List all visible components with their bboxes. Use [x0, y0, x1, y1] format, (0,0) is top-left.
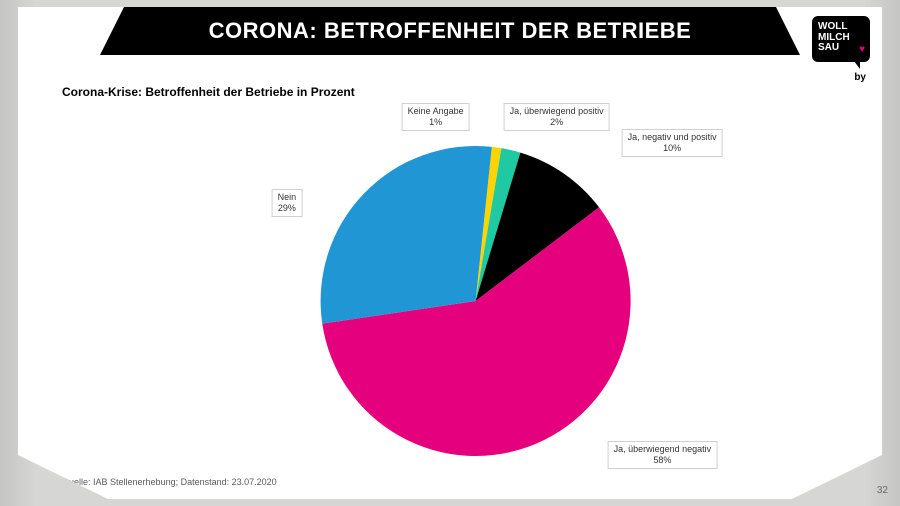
slice-label-pct: 29%	[278, 203, 297, 214]
logo-bubble: WOLL MILCH SAU ♥	[812, 16, 870, 62]
slice-label-pct: 10%	[628, 143, 717, 154]
slice-label: Ja, überwiegend negativ58%	[608, 441, 718, 469]
brand-logo: WOLL MILCH SAU ♥ by	[812, 16, 870, 83]
title-text: CORONA: BETROFFENHEIT DER BETRIEBE	[209, 18, 692, 44]
heart-icon: ♥	[859, 45, 865, 56]
pie-svg	[156, 103, 796, 473]
pie-chart: Keine Angabe1%Ja, überwiegend positiv2%J…	[156, 103, 796, 473]
slice-label-pct: 58%	[614, 455, 712, 466]
slice-label: Nein29%	[272, 189, 303, 217]
logo-line1: WOLL	[818, 22, 864, 33]
slice-label-text: Ja, überwiegend negativ	[614, 444, 712, 455]
logo-by-label: by	[812, 72, 870, 83]
slice-label-pct: 1%	[408, 117, 464, 128]
slice-label-text: Keine Angabe	[408, 106, 464, 117]
slice-label-text: Ja, negativ und positiv	[628, 132, 717, 143]
slice-label-text: Ja, überwiegend positiv	[510, 106, 604, 117]
pie-slice	[321, 146, 492, 324]
source-caption: Quelle: IAB Stellenerhebung; Datenstand:…	[62, 477, 277, 487]
slice-label: Keine Angabe1%	[402, 103, 470, 131]
slice-label: Ja, negativ und positiv10%	[622, 129, 723, 157]
slide-card: Corona-Krise: Betroffenheit der Betriebe…	[18, 7, 882, 499]
logo-line3: SAU	[818, 43, 864, 54]
slice-label-pct: 2%	[510, 117, 604, 128]
page-number: 32	[877, 485, 888, 496]
slice-label-text: Nein	[278, 192, 297, 203]
slice-label: Ja, überwiegend positiv2%	[504, 103, 610, 131]
title-banner: CORONA: BETROFFENHEIT DER BETRIEBE	[100, 7, 800, 55]
chart-subtitle: Corona-Krise: Betroffenheit der Betriebe…	[62, 85, 355, 99]
